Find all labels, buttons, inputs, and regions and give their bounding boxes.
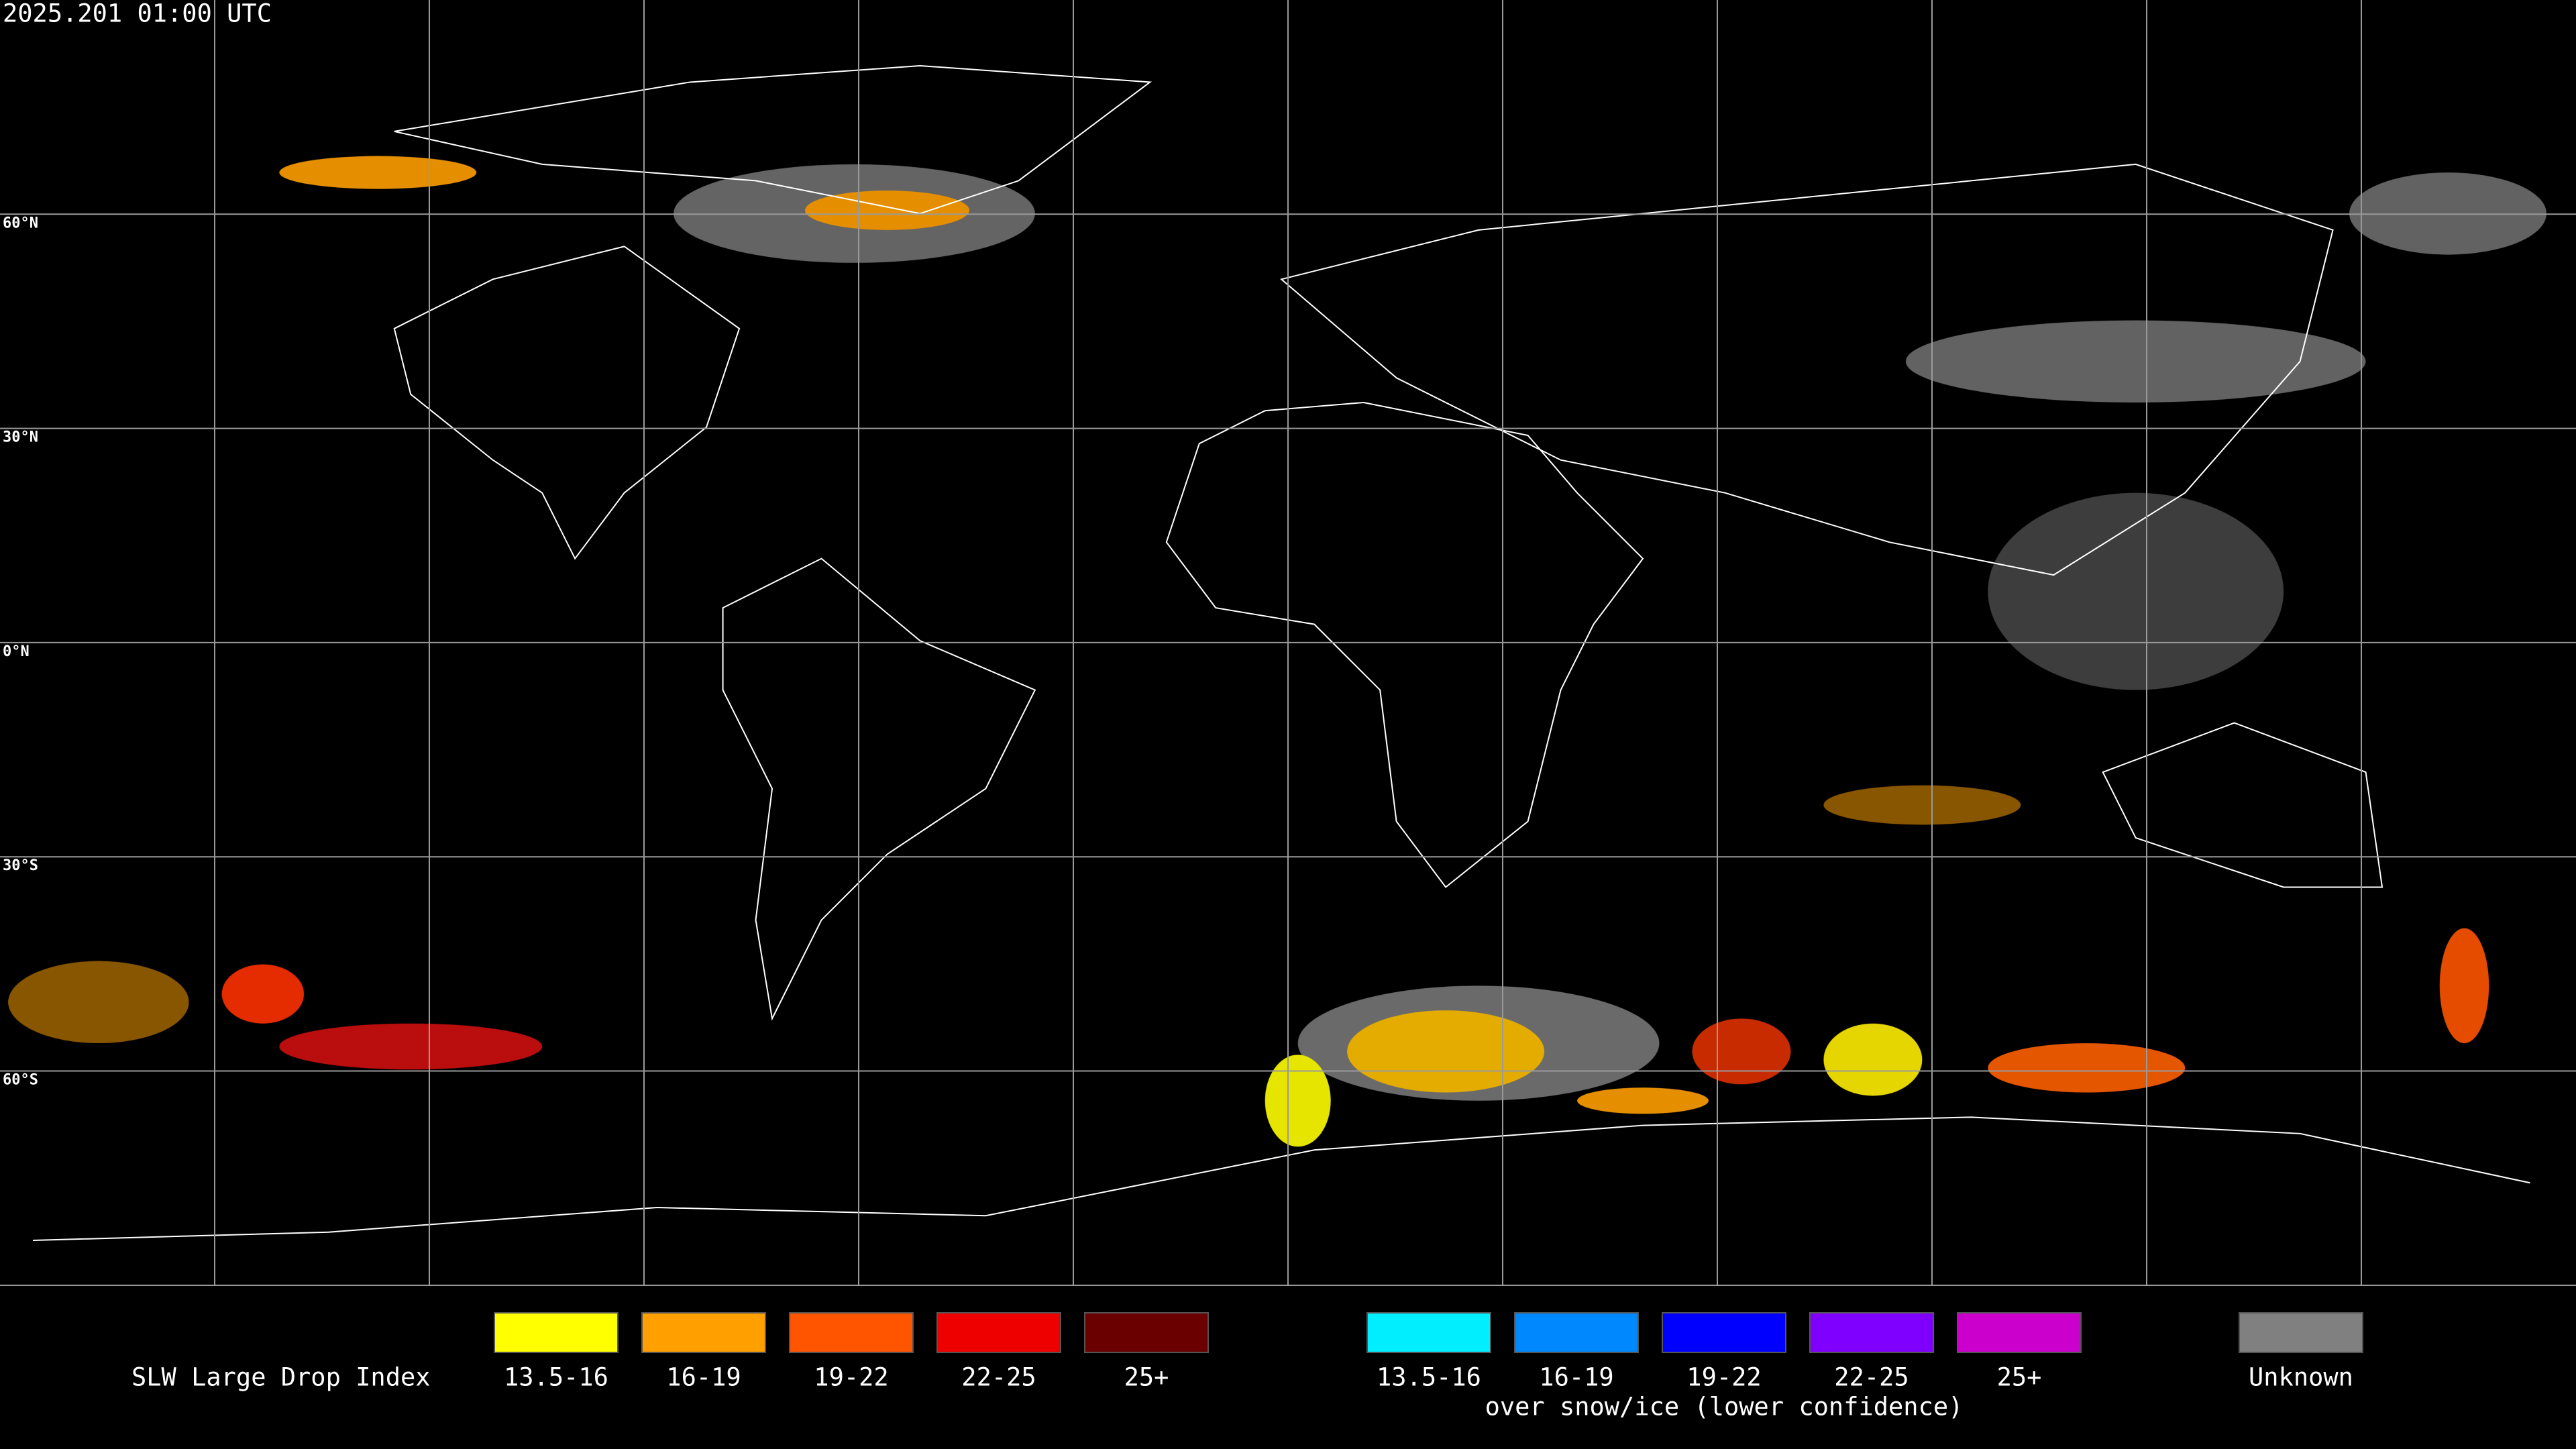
latitude-label: 60°N <box>3 215 38 231</box>
legend-swatch <box>1957 1312 2082 1353</box>
legend-swatch <box>1514 1312 1639 1353</box>
latitude-label: 30°S <box>3 857 38 874</box>
map: 60°N 30°N 0°N 30°S 60°S 2025.201 01:00 UTC <box>0 0 2576 1285</box>
timestamp: 2025.201 01:00 UTC <box>3 0 272 28</box>
legend-swatch <box>936 1312 1061 1353</box>
legend-swatch <box>1084 1312 1209 1353</box>
legend-label: Unknown <box>2249 1363 2353 1392</box>
graticule <box>0 0 2576 1285</box>
coastlines <box>33 66 2530 1240</box>
latitude-label: 60°S <box>3 1072 38 1089</box>
legend-label: 19-22 <box>1686 1363 1761 1392</box>
legend-swatch <box>1809 1312 1934 1353</box>
legend: SLW Large Drop Index 13.5-16 16-19 19-22 22… <box>131 1312 2363 1421</box>
cloud-areas <box>8 156 2546 1147</box>
legend-label: 22-25 <box>961 1363 1036 1392</box>
legend-label: 13.5-16 <box>504 1363 608 1392</box>
latitude-labels: 60°N 30°N 0°N 30°S 60°S <box>3 215 38 1088</box>
legend-swatch <box>1366 1312 1491 1353</box>
legend-label: 13.5-16 <box>1377 1363 1481 1392</box>
legend-title: SLW Large Drop Index <box>131 1363 431 1392</box>
legend-swatch <box>494 1312 619 1353</box>
latitude-label: 30°N <box>3 429 38 446</box>
legend-swatch <box>641 1312 766 1353</box>
legend-caption: over snow/ice (lower confidence) <box>1485 1393 1964 1421</box>
legend-swatch <box>789 1312 914 1353</box>
legend-label: 19-22 <box>814 1363 888 1392</box>
legend-label: 22-25 <box>1834 1363 1909 1392</box>
latitude-label: 0°N <box>3 643 30 660</box>
legend-label: 16-19 <box>1539 1363 1613 1392</box>
legend-label: 25+ <box>1997 1363 2042 1392</box>
legend-swatch <box>2239 1312 2363 1353</box>
legend-label: 25+ <box>1124 1363 1169 1392</box>
legend-swatch <box>1662 1312 1786 1353</box>
legend-label: 16-19 <box>666 1363 741 1392</box>
